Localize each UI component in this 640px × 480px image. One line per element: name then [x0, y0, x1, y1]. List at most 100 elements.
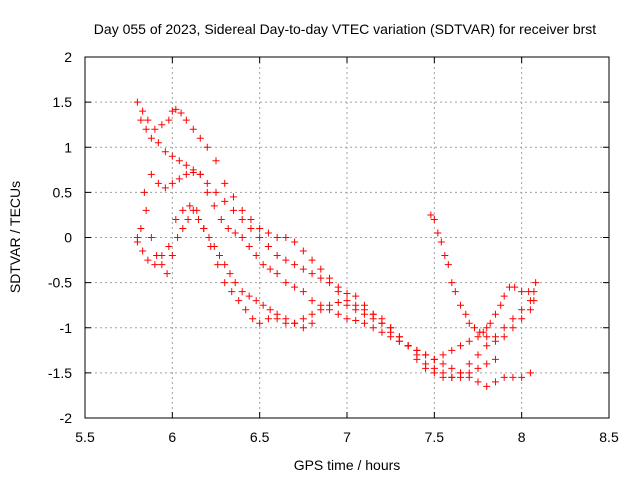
- data-point: [139, 247, 147, 255]
- data-point: [247, 224, 255, 232]
- data-point: [175, 157, 183, 165]
- data-point: [252, 297, 260, 305]
- data-point: [511, 283, 519, 291]
- data-point: [282, 315, 290, 323]
- data-point: [474, 333, 482, 341]
- data-point: [217, 215, 225, 223]
- axis-ticks: 5.5 6 6.5 7 7.5 8 8.5 -2 -1.5 -1 -0.5 0 0.5 1 1.5 2: [48, 49, 619, 445]
- data-point: [221, 197, 229, 205]
- data-point: [343, 301, 351, 309]
- data-point: [200, 224, 208, 232]
- data-point: [427, 211, 435, 219]
- data-point: [256, 224, 264, 232]
- data-point: [195, 215, 203, 223]
- data-point: [518, 288, 526, 296]
- data-point: [137, 224, 145, 232]
- data-point: [444, 261, 452, 269]
- data-point: [430, 355, 438, 363]
- data-point: [238, 215, 246, 223]
- data-point: [221, 261, 229, 269]
- data-point: [404, 342, 412, 350]
- data-point: [165, 243, 173, 251]
- series-track6: [427, 211, 540, 336]
- data-point: [144, 116, 152, 124]
- data-point: [189, 125, 197, 133]
- data-point: [299, 324, 307, 332]
- data-point: [387, 333, 395, 341]
- data-point: [308, 270, 316, 278]
- data-point: [153, 252, 161, 260]
- data-point: [525, 288, 533, 296]
- data-point: [142, 206, 150, 214]
- data-point: [474, 351, 482, 359]
- x-tick-label: 7: [343, 429, 351, 445]
- y-tick-label: 1.5: [53, 94, 73, 110]
- data-point: [448, 373, 456, 381]
- data-point: [448, 364, 456, 372]
- data-point: [451, 288, 459, 296]
- data-point: [430, 364, 438, 372]
- data-point: [457, 342, 465, 350]
- data-point: [177, 109, 185, 117]
- data-point: [229, 193, 237, 201]
- data-point: [457, 301, 465, 309]
- data-point: [175, 175, 183, 183]
- data-point: [509, 324, 517, 332]
- y-tick-label: -2: [60, 410, 73, 426]
- data-point: [483, 324, 491, 332]
- x-tick-label: 5.5: [75, 429, 95, 445]
- data-point: [235, 297, 243, 305]
- data-point: [168, 107, 176, 115]
- data-point: [500, 373, 508, 381]
- y-tick-label: 0: [64, 230, 72, 246]
- data-point: [189, 206, 197, 214]
- data-point: [413, 351, 421, 359]
- data-point: [215, 252, 223, 260]
- data-point: [165, 116, 173, 124]
- data-point: [147, 170, 155, 178]
- data-point: [172, 105, 180, 113]
- data-point: [224, 224, 232, 232]
- data-point: [179, 206, 187, 214]
- data-point: [509, 315, 517, 323]
- data-point: [352, 292, 360, 300]
- data-point: [360, 319, 368, 327]
- series-track5: [137, 206, 316, 332]
- data-point: [465, 360, 473, 368]
- data-point: [214, 261, 222, 269]
- data-point: [226, 270, 234, 278]
- data-point: [500, 324, 508, 332]
- x-tick-label: 8: [518, 429, 526, 445]
- y-tick-label: 0.5: [53, 184, 73, 200]
- data-point: [291, 283, 299, 291]
- data-point: [205, 234, 213, 241]
- data-point: [133, 98, 141, 106]
- data-point: [163, 270, 171, 278]
- data-point: [245, 292, 253, 300]
- data-point: [139, 107, 147, 115]
- data-point: [252, 252, 260, 260]
- data-point: [434, 229, 442, 237]
- data-point: [491, 355, 499, 363]
- data-point: [395, 333, 403, 341]
- data-point: [532, 279, 540, 287]
- data-point: [308, 297, 316, 305]
- data-point: [526, 369, 534, 377]
- data-point: [497, 301, 505, 309]
- data-point: [210, 202, 218, 210]
- data-point: [231, 229, 239, 237]
- data-point: [326, 279, 334, 287]
- data-point: [212, 157, 220, 165]
- data-point: [483, 342, 491, 350]
- data-point: [238, 206, 246, 214]
- data-point: [273, 234, 281, 241]
- data-point: [256, 319, 264, 327]
- data-point: [500, 333, 508, 341]
- data-point: [308, 256, 316, 264]
- data-point: [518, 315, 526, 323]
- series-track3: [133, 169, 538, 363]
- series-track4: [133, 202, 499, 381]
- data-point: [212, 188, 220, 196]
- x-tick-label: 6: [168, 429, 176, 445]
- data-point: [210, 243, 218, 251]
